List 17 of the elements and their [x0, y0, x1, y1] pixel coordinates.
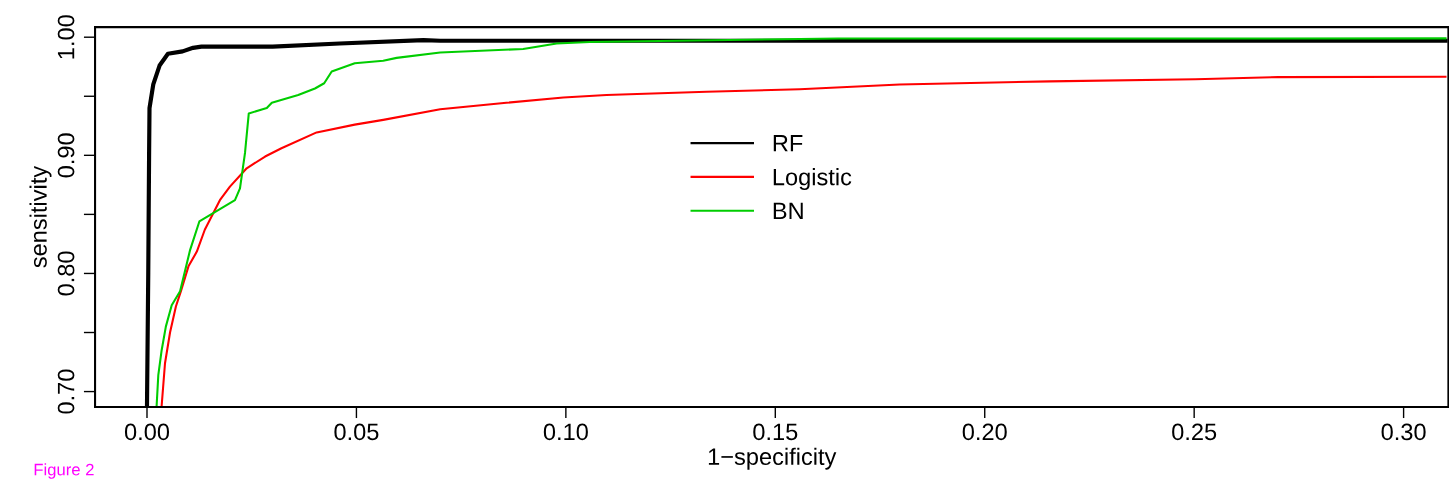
- x-tick-label: 0.30: [1381, 423, 1426, 441]
- y-tick-label: 0.80: [57, 251, 75, 296]
- x-tick-label: 0.00: [124, 423, 170, 441]
- x-tick-label: 0.15: [753, 423, 798, 441]
- y-tick-label: 1.00: [57, 15, 75, 59]
- x-tick-label: 0.25: [1172, 423, 1217, 441]
- y-tick-label: 0.70: [57, 369, 75, 414]
- y-tick-label: 0.90: [57, 133, 75, 178]
- x-tick-label: 0.05: [334, 423, 379, 441]
- legend-label: BN: [773, 202, 803, 219]
- x-axis-title: 1−specificity: [708, 447, 837, 470]
- legend-label: RF: [773, 135, 803, 152]
- y-axis-title: sensitivity: [29, 165, 52, 268]
- x-tick-label: 0.20: [962, 423, 1007, 441]
- legend-label: Logistic: [773, 168, 852, 191]
- x-tick-label: 0.10: [543, 423, 588, 441]
- caption: Figure 2: [34, 463, 94, 479]
